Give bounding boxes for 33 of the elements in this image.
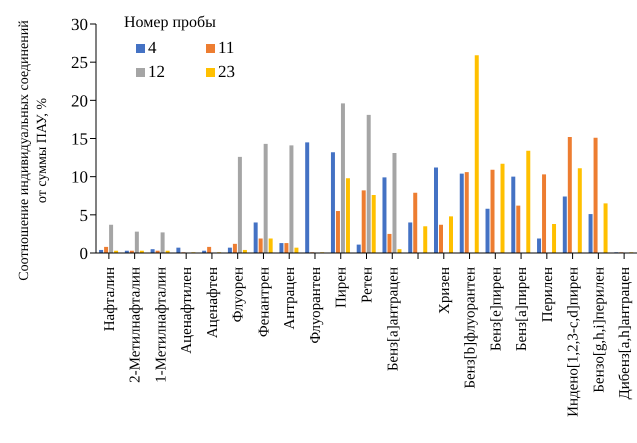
y-tick-label: 30 <box>71 15 88 34</box>
x-tick-label: Индено[1,2,3-c,d]пирен <box>566 267 582 417</box>
x-tick-label: Хризен <box>436 267 453 314</box>
x-tick-label: Дибенз[a,h]антрацен <box>617 267 634 400</box>
x-tick-label: Пирен <box>334 267 350 308</box>
x-tick-label: Флуорантен <box>308 267 324 344</box>
legend-label: 4 <box>148 38 156 58</box>
legend-label: 23 <box>218 62 235 82</box>
legend-title: Номер пробы <box>124 14 217 32</box>
y-tick-label: 0 <box>80 244 88 264</box>
legend-label: 11 <box>218 38 234 58</box>
x-tick-label: Перилен <box>540 267 556 322</box>
x-tick-label: Бенз[e]пирен <box>488 267 504 352</box>
x-tick-label: Бензо[g,h,i]перилен <box>591 267 608 393</box>
x-tick-label: Бенз[a]антрацен <box>385 267 402 372</box>
y-tick-label: 5 <box>80 206 88 225</box>
x-tick-label: Бенз[a]пирен <box>514 267 530 352</box>
legend-label: 12 <box>148 62 165 82</box>
x-tick-label: Ретен <box>360 267 376 304</box>
y-tick-label: 20 <box>71 91 88 110</box>
x-tick-label: 2-Метилнафталин <box>128 267 144 383</box>
y-tick-label: 25 <box>71 53 88 72</box>
y-tick-label: 15 <box>71 130 88 149</box>
x-tick-label: Аценафтилен <box>179 267 196 354</box>
x-tick-label: Флуорен <box>230 267 247 322</box>
y-axis-title: Соотношение индивидуальных соединений от суммы ПАУ, % <box>17 20 50 281</box>
x-tick-label: Нафталин <box>102 267 118 332</box>
x-tick-label: Антрацен <box>282 267 298 330</box>
x-tick-label: 1-Метилнафталин <box>153 267 170 383</box>
x-tick-label: Бенз[b]флуорантен <box>462 267 479 389</box>
x-tick-label: Фенантрен <box>256 267 272 338</box>
x-tick-label: Аценафтен <box>204 267 221 338</box>
y-tick-label: 10 <box>71 168 88 187</box>
